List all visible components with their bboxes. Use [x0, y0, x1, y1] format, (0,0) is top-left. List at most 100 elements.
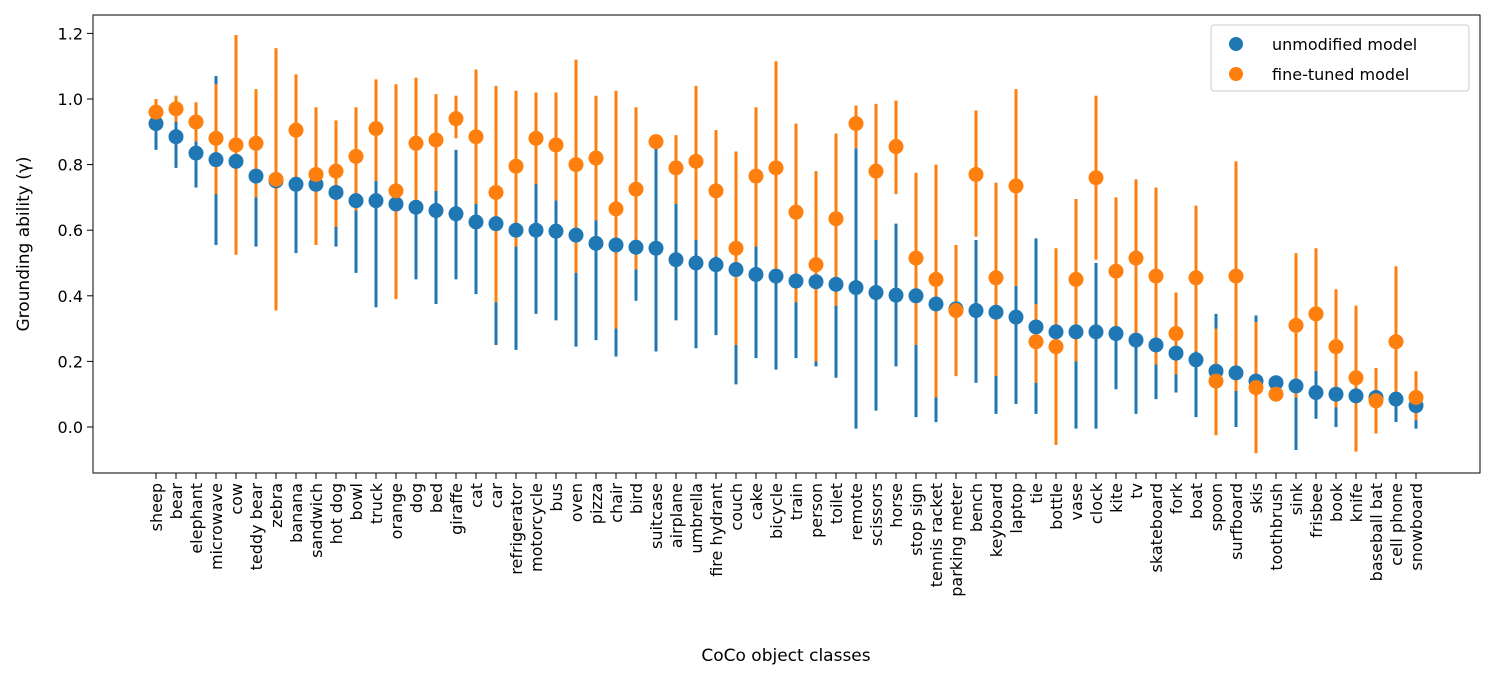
- point-unmodified-bottle: [1048, 324, 1064, 340]
- point-finetuned-bottle: [1048, 339, 1064, 355]
- point-finetuned-keyboard: [988, 270, 1004, 286]
- point-finetuned-hot-dog: [328, 163, 344, 179]
- x-tick-label-person: person: [807, 483, 826, 538]
- x-tick-label-horse: horse: [887, 483, 906, 528]
- point-finetuned-tv: [1128, 250, 1144, 266]
- y-tick-label: 0.0: [58, 418, 83, 437]
- point-finetuned-toilet: [828, 211, 844, 227]
- point-finetuned-truck: [368, 121, 384, 137]
- point-finetuned-refrigerator: [508, 158, 524, 174]
- point-finetuned-remote: [848, 116, 864, 132]
- x-tick-label-scissors: scissors: [867, 483, 886, 546]
- point-unmodified-bear: [168, 129, 184, 145]
- point-finetuned-bus: [548, 137, 564, 153]
- point-unmodified-cow: [228, 153, 244, 169]
- x-tick-label-banana: banana: [287, 483, 306, 543]
- point-unmodified-sink: [1288, 378, 1304, 394]
- point-finetuned-baseball-bat: [1368, 393, 1384, 409]
- point-finetuned-parking-meter: [948, 303, 964, 319]
- legend-marker-unmodified: [1229, 37, 1243, 51]
- x-tick-label-fire-hydrant: fire hydrant: [707, 483, 726, 577]
- point-unmodified-airplane: [668, 252, 684, 268]
- point-unmodified-motorcycle: [528, 222, 544, 238]
- x-tick-label-snowboard: snowboard: [1407, 483, 1426, 571]
- y-axis-ticks: 0.0 0.2 0.4 0.6 0.8 1.0 1.2: [58, 24, 93, 437]
- point-finetuned-motorcycle: [528, 130, 544, 146]
- y-tick-label: 0.4: [58, 287, 83, 306]
- point-unmodified-frisbee: [1308, 385, 1324, 401]
- finetuned-points: [148, 101, 1424, 409]
- point-unmodified-skateboard: [1148, 337, 1164, 353]
- legend-marker-finetuned: [1229, 67, 1243, 81]
- point-unmodified-clock: [1088, 324, 1104, 340]
- point-finetuned-scissors: [868, 163, 884, 179]
- point-finetuned-chair: [608, 201, 624, 217]
- point-finetuned-boat: [1188, 270, 1204, 286]
- x-tick-label-cell-phone: cell phone: [1387, 483, 1406, 566]
- x-tick-label-elephant: elephant: [187, 483, 206, 554]
- finetuned-error-bars: [154, 35, 1418, 454]
- point-unmodified-bird: [628, 239, 644, 255]
- legend: unmodified model fine-tuned model: [1210, 24, 1470, 92]
- point-unmodified-knife: [1348, 388, 1364, 404]
- point-unmodified-bus: [548, 223, 564, 239]
- point-unmodified-tv: [1128, 332, 1144, 348]
- x-tick-label-cat: cat: [467, 483, 486, 508]
- point-finetuned-sandwich: [308, 166, 324, 182]
- x-tick-label-knife: knife: [1347, 483, 1366, 522]
- point-finetuned-orange: [388, 183, 404, 199]
- point-finetuned-stop-sign: [908, 250, 924, 266]
- x-tick-label-book: book: [1327, 482, 1346, 522]
- point-finetuned-zebra: [268, 171, 284, 187]
- point-finetuned-laptop: [1008, 178, 1024, 194]
- point-finetuned-umbrella: [688, 153, 704, 169]
- point-unmodified-truck: [368, 193, 384, 209]
- point-finetuned-microwave: [208, 130, 224, 146]
- point-unmodified-cake: [748, 266, 764, 282]
- x-tick-label-motorcycle: motorcycle: [527, 483, 546, 572]
- point-finetuned-toothbrush: [1268, 386, 1284, 402]
- point-finetuned-tennis-racket: [928, 271, 944, 287]
- x-tick-label-bench: bench: [967, 483, 986, 532]
- x-tick-label-surfboard: surfboard: [1227, 483, 1246, 560]
- point-finetuned-cake: [748, 168, 764, 184]
- x-tick-label-car: car: [487, 483, 506, 509]
- point-finetuned-book: [1328, 339, 1344, 355]
- point-unmodified-fork: [1168, 345, 1184, 361]
- x-tick-label-frisbee: frisbee: [1307, 483, 1326, 538]
- unmodified-error-bars: [154, 76, 1418, 450]
- y-tick-label: 0.6: [58, 221, 83, 240]
- plot-frame: [92, 14, 1481, 474]
- point-unmodified-oven: [568, 227, 584, 243]
- x-tick-label-toilet: toilet: [827, 483, 846, 524]
- x-tick-label-airplane: airplane: [667, 483, 686, 548]
- x-tick-label-hot-dog: hot dog: [327, 483, 346, 544]
- point-finetuned-sink: [1288, 317, 1304, 333]
- point-finetuned-dog: [408, 135, 424, 151]
- point-unmodified-sheep: [148, 116, 164, 132]
- point-unmodified-vase: [1068, 324, 1084, 340]
- point-finetuned-cell-phone: [1388, 334, 1404, 350]
- x-tick-label-kite: kite: [1107, 483, 1126, 513]
- point-finetuned-couch: [728, 240, 744, 256]
- point-unmodified-surfboard: [1228, 365, 1244, 381]
- x-tick-label-sheep: sheep: [147, 483, 166, 531]
- point-unmodified-bicycle: [768, 268, 784, 284]
- point-unmodified-tennis-racket: [928, 296, 944, 312]
- x-tick-label-tennis-racket: tennis racket: [927, 483, 946, 587]
- point-unmodified-cell-phone: [1388, 391, 1404, 407]
- x-tick-label-laptop: laptop: [1007, 483, 1026, 534]
- x-tick-label-skateboard: skateboard: [1147, 483, 1166, 572]
- point-finetuned-oven: [568, 157, 584, 173]
- point-finetuned-bowl: [348, 148, 364, 164]
- point-finetuned-train: [788, 204, 804, 220]
- point-unmodified-pizza: [588, 235, 604, 251]
- point-unmodified-train: [788, 273, 804, 289]
- point-finetuned-suitcase: [648, 134, 664, 150]
- point-finetuned-sheep: [148, 104, 164, 120]
- point-finetuned-fork: [1168, 326, 1184, 342]
- point-finetuned-clock: [1088, 170, 1104, 186]
- point-unmodified-teddy-bear: [248, 168, 264, 184]
- x-tick-label-bicycle: bicycle: [767, 483, 786, 539]
- point-finetuned-cow: [228, 137, 244, 153]
